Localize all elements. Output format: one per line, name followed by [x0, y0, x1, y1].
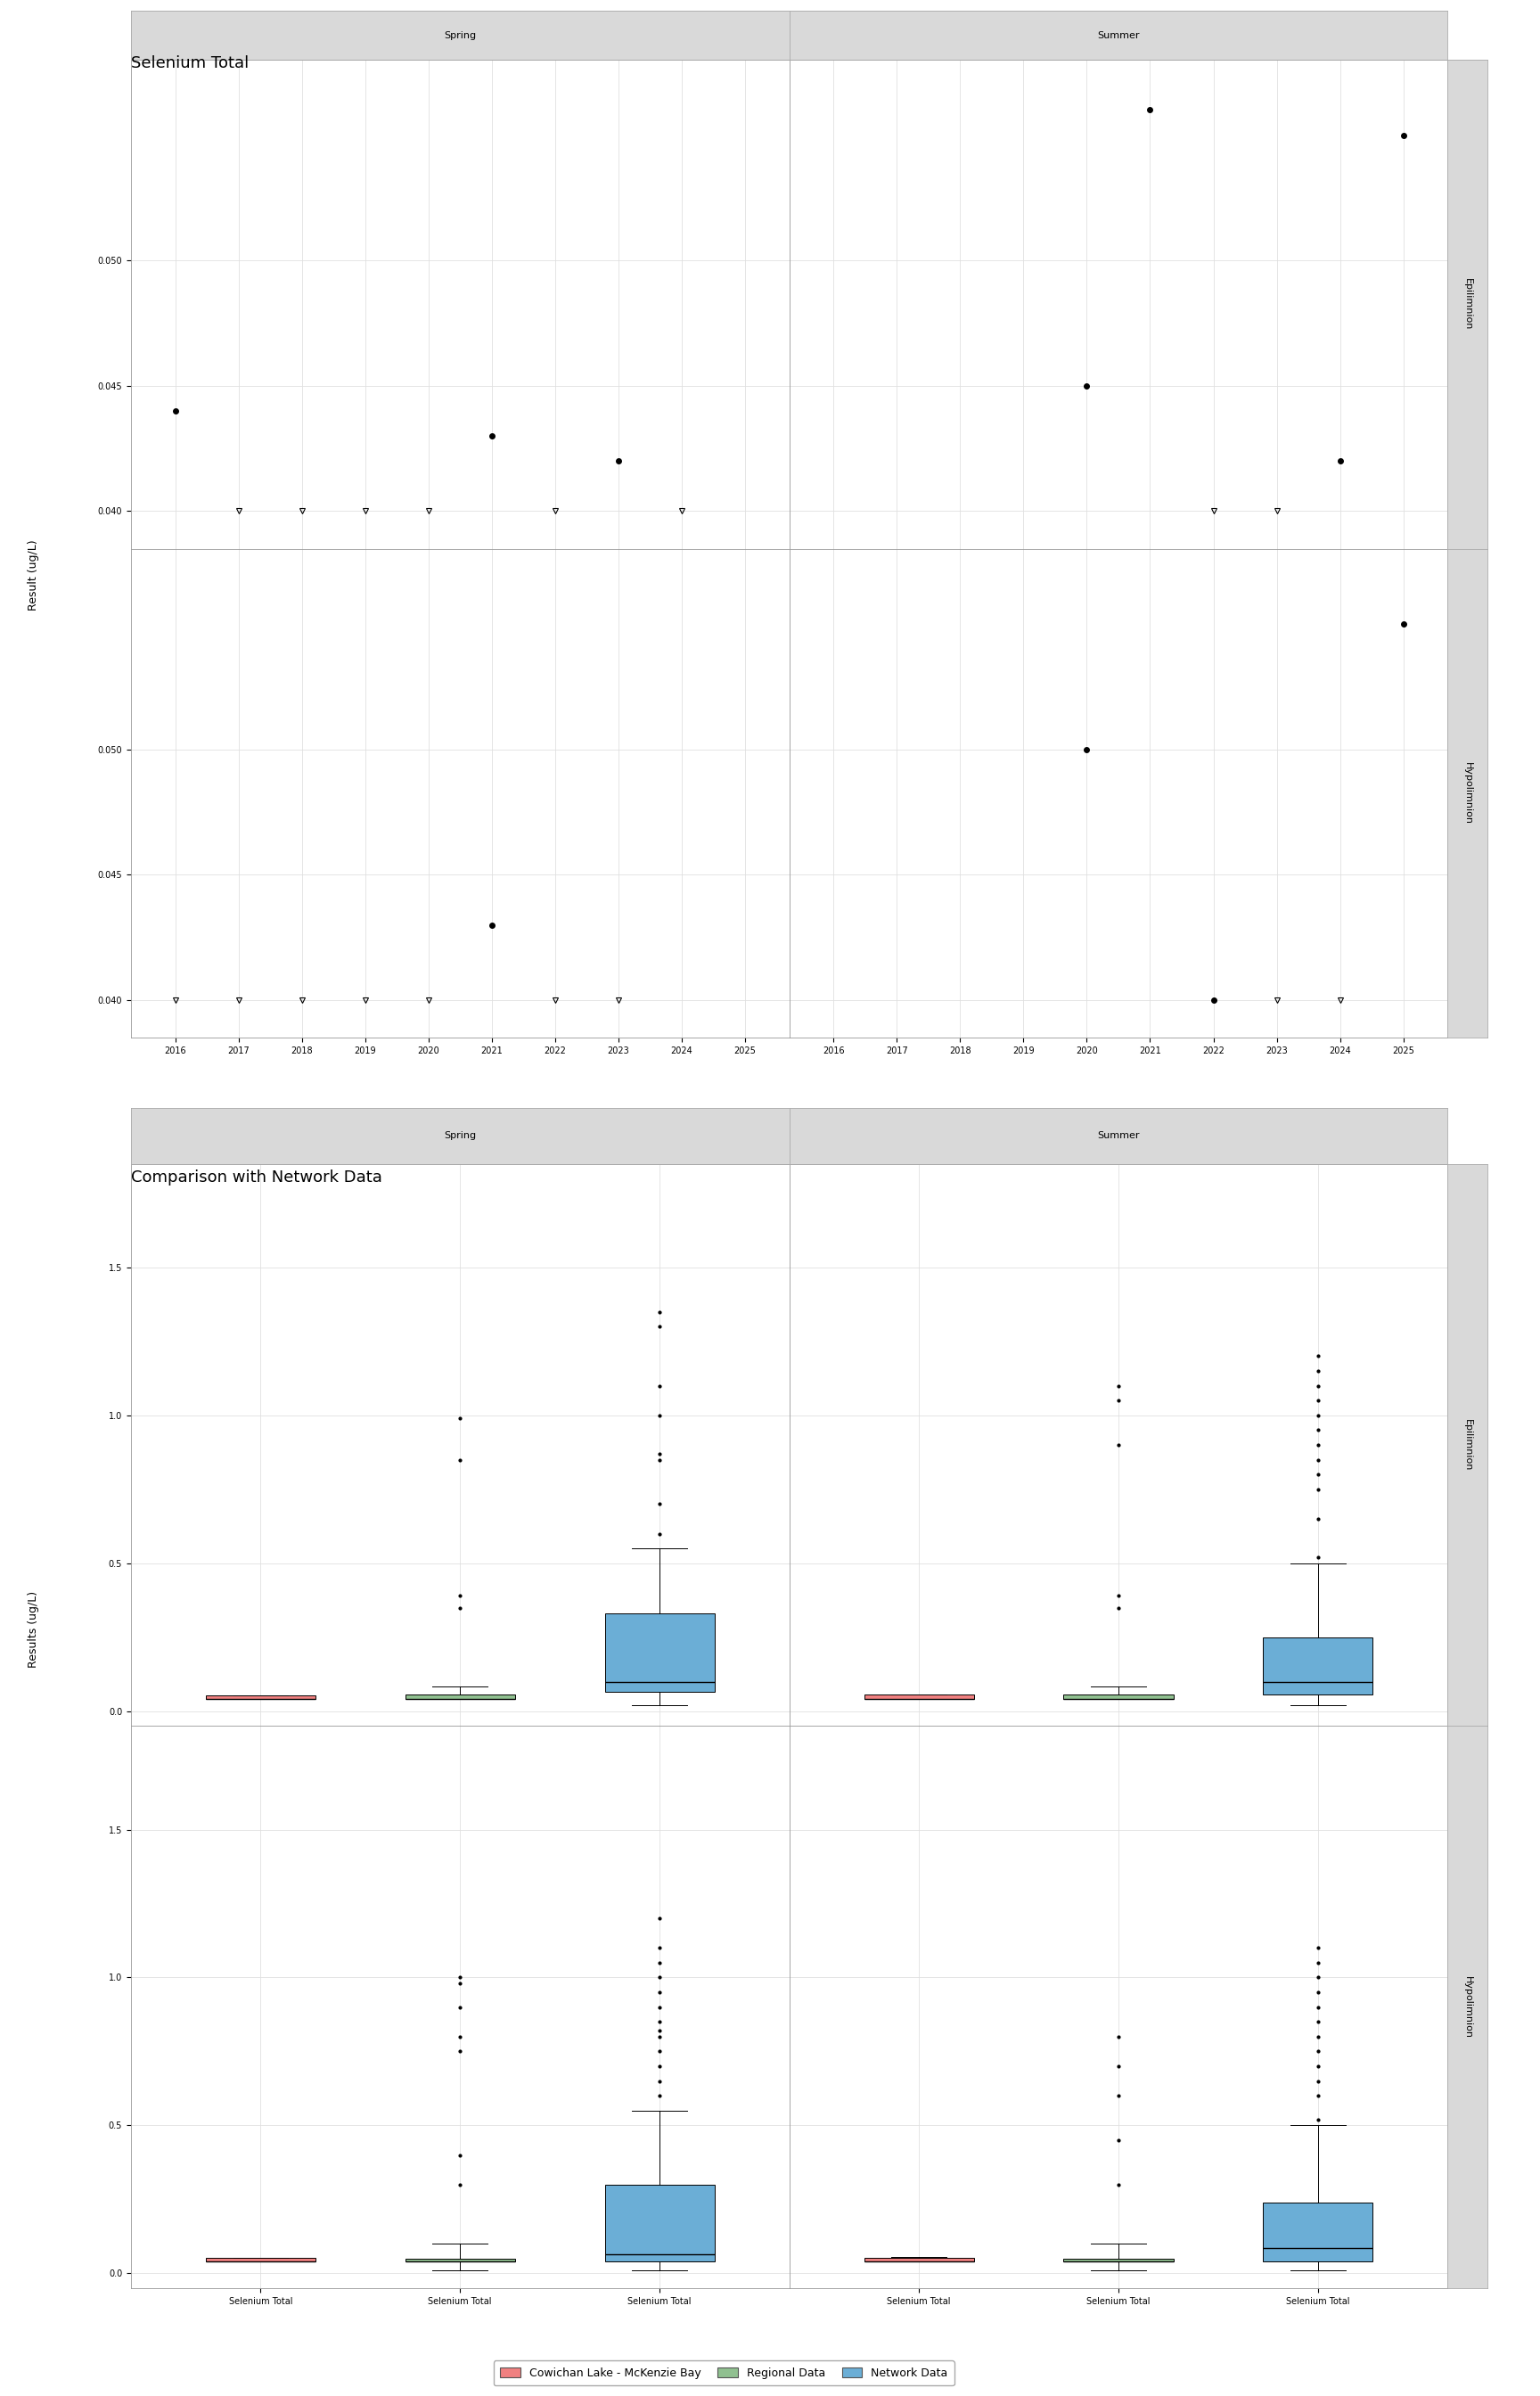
PathPatch shape [405, 2259, 514, 2262]
Text: Results (ug/L): Results (ug/L) [28, 1591, 40, 1668]
PathPatch shape [206, 2257, 316, 2262]
PathPatch shape [405, 1694, 514, 1699]
Text: Selenium Total: Selenium Total [131, 55, 249, 72]
Text: Comparison with Network Data: Comparison with Network Data [131, 1169, 382, 1186]
PathPatch shape [605, 2185, 715, 2262]
PathPatch shape [1064, 1694, 1173, 1699]
PathPatch shape [864, 2257, 973, 2262]
PathPatch shape [1263, 1636, 1372, 1694]
PathPatch shape [1263, 2202, 1372, 2262]
Text: Result (ug/L): Result (ug/L) [28, 539, 40, 611]
PathPatch shape [206, 1696, 316, 1699]
PathPatch shape [864, 1694, 973, 1699]
Legend: Cowichan Lake - McKenzie Bay, Regional Data, Network Data: Cowichan Lake - McKenzie Bay, Regional D… [493, 2360, 955, 2386]
PathPatch shape [605, 1613, 715, 1692]
PathPatch shape [1064, 2259, 1173, 2262]
